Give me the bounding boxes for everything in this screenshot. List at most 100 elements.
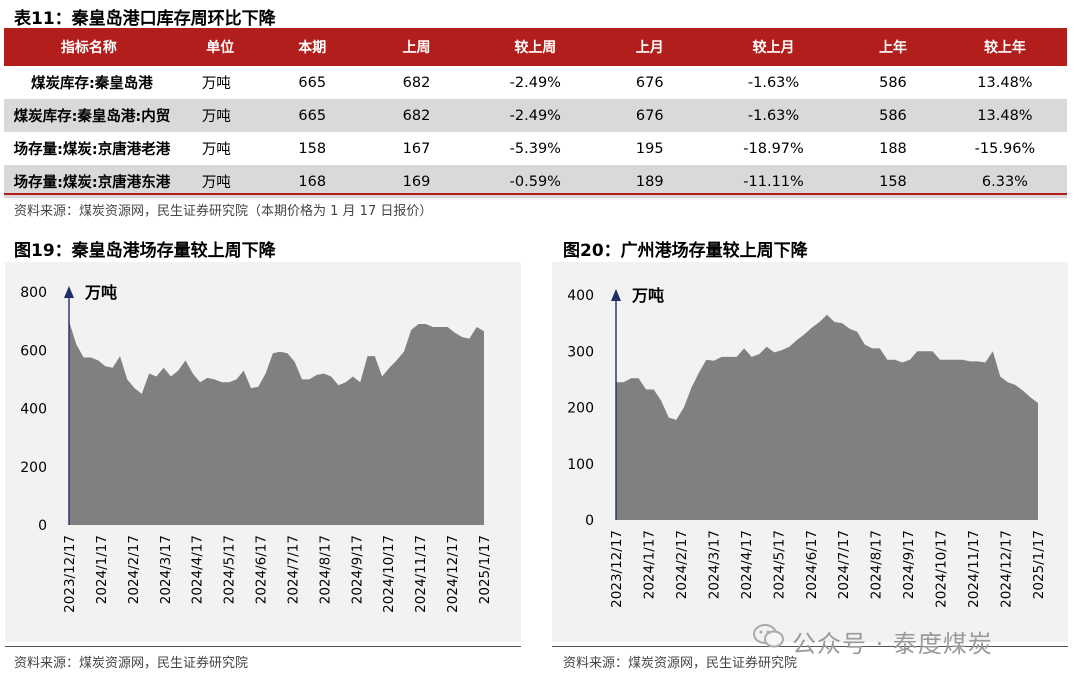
header-cell: 较上年: [942, 28, 1067, 66]
chart20-title: 图20：广州港场存量较上周下降: [563, 241, 808, 261]
table-cell: -0.59%: [475, 165, 596, 198]
table-cell: 188: [879, 140, 907, 157]
y-tick-label: 400: [567, 288, 594, 304]
row-label: 场存量:煤炭:京唐港东港: [4, 165, 174, 198]
table-cell: 万吨: [201, 76, 231, 92]
table-cell: 189: [595, 165, 705, 198]
wechat-icon: [753, 624, 784, 648]
watermark: 公众号 · 泰度煤炭: [792, 630, 993, 658]
x-tick-label: 2024/11/17: [966, 530, 982, 608]
table-cell: 676: [635, 74, 664, 91]
chart20-rule: [552, 646, 1068, 647]
table-row: 煤炭库存:秦皇岛港:内贸 万吨 665 682 -2.49% 676 -1.63% 586 13…: [4, 99, 1067, 132]
header-cell: 较上周: [475, 28, 596, 66]
table-cell: 万吨: [201, 142, 231, 158]
x-tick-label: 2024/9/17: [349, 535, 365, 604]
table-cell: 195: [635, 140, 664, 157]
y-tick-label: 200: [20, 460, 47, 476]
header-cell: 上月: [595, 28, 705, 66]
header-cell: 上周: [357, 28, 476, 66]
y-axis-arrow: [611, 289, 621, 301]
y-tick-label: 100: [567, 457, 594, 473]
table-bottom-rule: [4, 193, 1067, 195]
table-cell: -1.63%: [747, 74, 800, 91]
table-row: 场存量:煤炭:京唐港东港 万吨 168 169 -0.59% 189 -11.11% 158 6…: [4, 165, 1067, 198]
table-cell: 6.33%: [942, 165, 1067, 198]
chart19-svg: 0 200 400 600 800 万吨 2023/12/17 2024/1/17 2024/2…: [20, 283, 493, 613]
table-cell: -15.96%: [974, 140, 1036, 157]
x-tick-label: 2024/9/17: [901, 530, 917, 599]
table-cell: 682: [402, 74, 431, 91]
row-label: 煤炭库存:秦皇岛港:内贸: [4, 99, 174, 132]
table-cell: 13.48%: [942, 99, 1067, 132]
chart20-source: 资料来源：煤炭资源网，民生证券研究院: [563, 656, 798, 671]
x-tick-label: 2024/8/17: [317, 535, 333, 604]
header-cell: 上年: [843, 28, 943, 66]
chart19-title: 图19：秦皇岛港场存量较上周下降: [14, 241, 276, 261]
x-tick-label: 2024/7/17: [285, 535, 301, 604]
inventory-table: 指标名称 单位 本期 上周 较上周 上月 较上月 上年 较上年 煤炭库存:秦皇岛港 万吨 665 68…: [4, 28, 1067, 198]
chart19-panel: 0 200 400 600 800 万吨 2023/12/17 2024/1/17 2024/2…: [5, 262, 521, 642]
table-cell: 169: [357, 165, 476, 198]
x-tick-label: 2024/3/17: [158, 535, 174, 604]
table-cell: -1.63%: [704, 99, 844, 132]
x-tick-label: 2024/3/17: [706, 530, 722, 599]
table-cell: 168: [266, 165, 358, 198]
x-tick-label: 2024/7/17: [836, 530, 852, 599]
table-cell: 676: [595, 99, 705, 132]
table-cell: 665: [298, 74, 327, 91]
x-tick-label: 2024/2/17: [126, 535, 142, 604]
table-cell: -18.97%: [743, 140, 804, 157]
table-cell: 682: [357, 99, 476, 132]
table-cell: -2.49%: [509, 74, 561, 91]
x-tick-label: 2024/8/17: [869, 530, 885, 599]
x-tick-label: 2024/11/17: [413, 535, 429, 613]
table-cell: 586: [843, 99, 943, 132]
chart19-rule: [5, 646, 521, 647]
y-tick-label: 800: [20, 285, 47, 301]
header-cell: 单位: [173, 28, 267, 66]
table-cell: -2.49%: [475, 99, 596, 132]
x-tick-label: 2024/12/17: [999, 530, 1015, 608]
x-tick-label: 2024/1/17: [641, 530, 657, 599]
x-tick-label: 2024/6/17: [254, 535, 270, 604]
x-tick-label: 2024/2/17: [674, 530, 690, 599]
table-header-row: 指标名称 单位 本期 上周 较上周 上月 较上月 上年 较上年: [4, 28, 1067, 66]
series-area: [69, 321, 484, 525]
x-tick-label: 2024/5/17: [771, 530, 787, 599]
y-tick-label: 0: [38, 518, 47, 534]
y-tick-label: 200: [567, 401, 594, 417]
chart20-panel: 0 100 200 300 400 万吨 2023/12/17 2024/1/17 2024/2…: [552, 262, 1068, 642]
x-tick-label: 2024/4/17: [739, 530, 755, 599]
y-axis-unit: 万吨: [84, 283, 117, 302]
y-axis-arrow: [64, 286, 74, 298]
x-tick-label: 2025/1/17: [1031, 530, 1047, 599]
table-cell: 167: [402, 140, 431, 157]
row-label: 煤炭库存:秦皇岛港: [31, 76, 153, 92]
y-tick-label: 0: [585, 513, 594, 529]
table-cell: 万吨: [173, 99, 267, 132]
y-tick-label: 600: [20, 343, 47, 359]
header-cell: 指标名称: [4, 28, 174, 66]
x-tick-label: 2024/5/17: [222, 535, 238, 604]
header-cell: 本期: [266, 28, 358, 66]
table-source: 资料来源：煤炭资源网，民生证券研究院（本期价格为 1 月 17 日报价）: [14, 204, 433, 219]
x-tick-label: 2024/1/17: [94, 535, 110, 604]
x-tick-label: 2023/12/17: [62, 535, 78, 613]
row-label: 场存量:煤炭:京唐港老港: [13, 142, 171, 158]
x-tick-label: 2024/12/17: [445, 535, 461, 613]
x-tick-label: 2025/1/17: [477, 535, 493, 604]
table-cell: 586: [879, 74, 907, 91]
y-axis-unit: 万吨: [631, 286, 664, 305]
table-cell: 158: [298, 140, 327, 157]
table-cell: 13.48%: [977, 74, 1033, 91]
chart20-svg: 0 100 200 300 400 万吨 2023/12/17 2024/1/17 2024/2…: [567, 286, 1047, 608]
table-row: 煤炭库存:秦皇岛港 万吨 665 682 -2.49% 676 -1.63% 586 13.48…: [4, 66, 1067, 99]
x-tick-label: 2024/10/17: [381, 535, 397, 613]
x-tick-label: 2024/4/17: [190, 535, 206, 604]
y-tick-label: 400: [20, 402, 47, 418]
table-title: 表11：秦皇岛港口库存周环比下降: [14, 9, 276, 29]
x-tick-label: 2023/12/17: [609, 530, 625, 608]
header-cell: 较上月: [704, 28, 844, 66]
table-cell: 万吨: [173, 165, 267, 198]
